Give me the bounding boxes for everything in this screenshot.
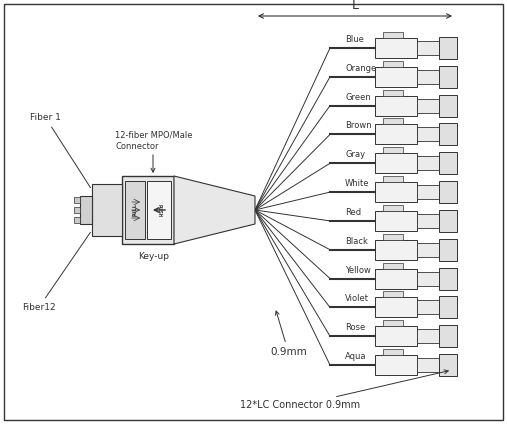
Text: 0.9mm: 0.9mm <box>270 311 307 357</box>
Bar <box>92 184 122 236</box>
Bar <box>383 89 403 96</box>
Bar <box>375 211 417 231</box>
Bar <box>439 37 457 59</box>
Bar <box>375 182 417 202</box>
Bar <box>383 205 403 211</box>
Bar <box>417 41 439 55</box>
Bar <box>439 354 457 376</box>
Bar <box>417 329 439 343</box>
Bar <box>383 147 403 153</box>
Bar <box>439 239 457 261</box>
Bar <box>417 70 439 84</box>
Bar <box>375 326 417 346</box>
Bar <box>375 297 417 317</box>
Text: L: L <box>351 0 358 12</box>
Bar <box>417 128 439 142</box>
Text: Blue: Blue <box>345 35 364 44</box>
Bar <box>383 349 403 355</box>
Bar <box>439 95 457 117</box>
Bar <box>383 61 403 67</box>
Bar <box>375 96 417 116</box>
Bar <box>74 197 80 203</box>
Text: Key-up: Key-up <box>138 252 169 261</box>
Bar <box>383 262 403 268</box>
Bar <box>383 176 403 182</box>
Bar <box>74 217 80 223</box>
Bar <box>439 181 457 203</box>
Text: Black: Black <box>345 237 368 246</box>
Text: Fiber12: Fiber12 <box>22 232 90 312</box>
Bar <box>417 185 439 199</box>
Bar <box>375 67 417 87</box>
Bar <box>417 99 439 113</box>
Bar <box>383 32 403 38</box>
Bar <box>383 234 403 240</box>
Bar <box>375 240 417 260</box>
Bar <box>383 320 403 326</box>
Bar <box>439 152 457 174</box>
Bar <box>417 156 439 170</box>
Bar <box>417 300 439 314</box>
Bar <box>383 291 403 297</box>
Bar <box>375 125 417 145</box>
Text: Aqua: Aqua <box>345 352 367 361</box>
Bar <box>147 181 171 239</box>
Bar <box>375 268 417 289</box>
Text: PULL: PULL <box>132 204 137 217</box>
Text: Violet: Violet <box>345 294 369 303</box>
Text: Rose: Rose <box>345 323 365 332</box>
Bar <box>125 181 145 239</box>
Text: White: White <box>345 179 370 188</box>
Bar <box>122 176 174 244</box>
Text: PUSH: PUSH <box>157 204 162 217</box>
Bar <box>375 355 417 375</box>
Text: 12-fiber MPO/Male
Connector: 12-fiber MPO/Male Connector <box>115 130 193 151</box>
Text: Fiber 1: Fiber 1 <box>30 113 90 188</box>
Text: Yellow: Yellow <box>345 265 371 275</box>
Text: Gray: Gray <box>345 150 365 159</box>
Text: 12*LC Connector 0.9mm: 12*LC Connector 0.9mm <box>240 370 448 410</box>
Bar <box>439 66 457 88</box>
Bar <box>439 210 457 232</box>
Bar <box>417 243 439 257</box>
Bar <box>417 214 439 228</box>
Bar <box>74 207 80 213</box>
Polygon shape <box>174 176 255 244</box>
Bar <box>383 118 403 125</box>
Bar <box>439 123 457 145</box>
Text: Green: Green <box>345 92 371 102</box>
Bar <box>375 38 417 58</box>
Text: Orange: Orange <box>345 64 376 73</box>
Bar <box>80 196 92 224</box>
Bar <box>375 153 417 173</box>
Bar <box>417 271 439 285</box>
Bar <box>439 325 457 347</box>
Bar <box>439 296 457 318</box>
Text: Red: Red <box>345 208 361 217</box>
Bar <box>439 268 457 290</box>
Text: Brown: Brown <box>345 121 372 131</box>
Bar <box>417 358 439 372</box>
